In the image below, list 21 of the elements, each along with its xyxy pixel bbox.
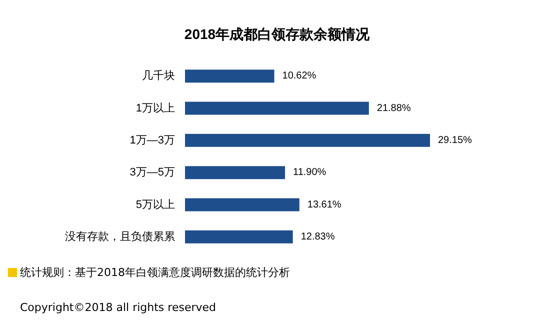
data-label: 29.15% xyxy=(438,134,472,146)
y-tick-label: 5万以上 xyxy=(136,198,175,211)
data-label: 12.83% xyxy=(300,231,335,242)
y-tick-label: 没有存款，且负债累累 xyxy=(65,230,175,243)
text: 统计规则：基于2018年白领满意度调研数据的统计分析 xyxy=(20,265,290,280)
bar xyxy=(185,70,274,83)
y-tick-label: 1万以上 xyxy=(136,101,175,114)
y-tick-label: 1万—3万 xyxy=(130,134,175,146)
bar xyxy=(185,134,430,147)
data-label: 10.62% xyxy=(282,70,316,82)
data-label: 11.90% xyxy=(293,167,326,178)
y-tick-label: 3万—5万 xyxy=(130,166,175,179)
bar xyxy=(185,166,286,180)
data-label: 13.61% xyxy=(307,199,342,210)
bar xyxy=(185,230,293,244)
chart-title: 2018年成都白领存款余额情况 xyxy=(184,26,371,42)
bar xyxy=(185,198,300,212)
text: Copyright©2018 all rights reserved xyxy=(20,301,216,314)
y-tick-label: 几千块 xyxy=(142,69,175,82)
data-label: 21.88% xyxy=(376,102,411,114)
bar xyxy=(185,102,369,115)
